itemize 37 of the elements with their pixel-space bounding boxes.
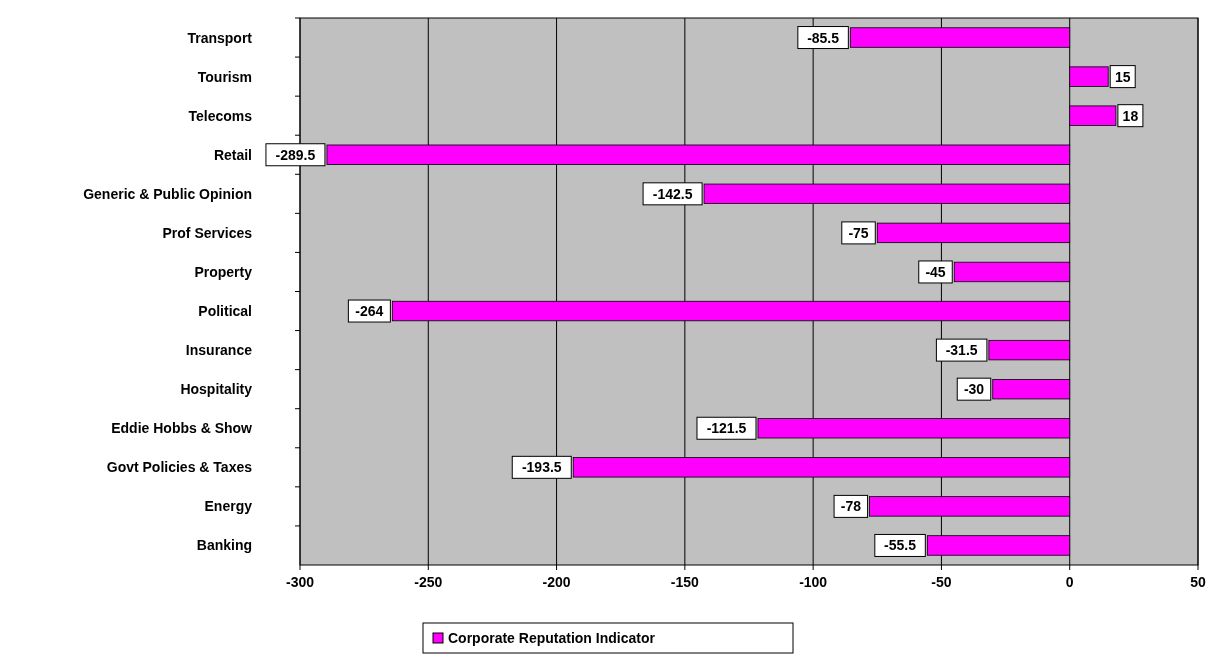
data-label: -30 <box>963 381 985 398</box>
y-tick-label: Banking <box>196 537 252 554</box>
y-tick-label: Eddie Hobbs & Show <box>111 420 253 437</box>
y-tick-label: Generic & Public Opinion <box>83 185 252 202</box>
x-tick-label: -150 <box>670 574 700 590</box>
y-tick-label: Govt Policies & Taxes <box>106 459 253 476</box>
y-tick-label: Insurance <box>185 342 253 359</box>
y-tick-label: Prof Services <box>162 224 253 241</box>
x-tick-label: -300 <box>285 574 315 590</box>
data-label: -85.5 <box>807 29 840 46</box>
data-label: -31.5 <box>945 342 978 359</box>
y-tick-label: Political <box>198 303 252 320</box>
data-label: -193.5 <box>521 459 562 476</box>
x-tick-label: -100 <box>799 574 828 590</box>
y-tick-label: Retail <box>213 146 252 163</box>
data-label: -45 <box>925 263 946 280</box>
x-tick-label: 50 <box>1190 574 1206 590</box>
data-label: -78 <box>840 498 862 515</box>
y-tick-label: Tourism <box>197 68 252 85</box>
y-tick-label: Energy <box>204 498 253 515</box>
x-tick-label: -50 <box>931 574 952 590</box>
legend-label: Corporate Reputation Indicator <box>448 630 656 646</box>
y-tick-label: Hospitality <box>180 381 253 398</box>
data-label: -121.5 <box>706 420 747 437</box>
data-label: -55.5 <box>884 537 917 554</box>
data-label: -289.5 <box>275 146 316 163</box>
x-tick-label: -200 <box>542 574 571 590</box>
y-tick-label: Telecoms <box>188 107 253 124</box>
data-label: 15 <box>1114 68 1131 85</box>
x-tick-label: 0 <box>1065 574 1074 590</box>
y-tick-label: Property <box>194 263 253 280</box>
data-label: -264 <box>355 303 384 320</box>
y-tick-label: Transport <box>187 29 253 46</box>
x-tick-label: -250 <box>414 574 443 590</box>
data-label: 18 <box>1122 107 1139 124</box>
data-label: -75 <box>848 224 869 241</box>
data-label: -142.5 <box>652 185 693 202</box>
